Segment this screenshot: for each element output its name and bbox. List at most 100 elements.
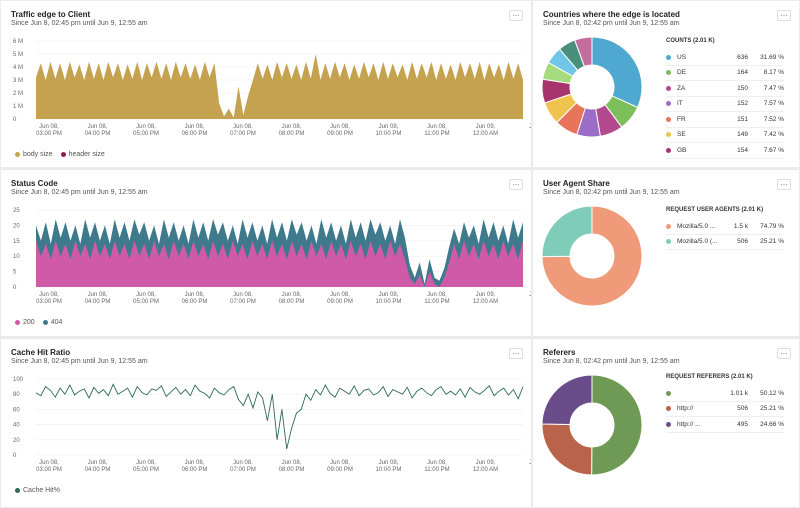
y-tick-label: 0 [13, 117, 17, 123]
more-menu-button[interactable]: ... [509, 10, 523, 21]
x-tick-label: 03:00 PM [36, 299, 62, 305]
row-count: 506 [737, 238, 748, 246]
color-swatch [666, 54, 671, 60]
y-tick-label: 3 M [13, 78, 23, 84]
series-area-200 [36, 240, 523, 287]
referers-table: 1.01 k 50.12 % http:// 506 25.21 % http:// ..… [666, 386, 784, 433]
row-percent: 7.67 % [763, 146, 784, 154]
row-label: DE [677, 69, 687, 77]
row-count: 495 [737, 420, 748, 428]
row-count: 506 [737, 405, 748, 413]
x-tick-label: 06:00 PM [182, 299, 208, 305]
x-tick-label: Jun 08, [282, 292, 302, 298]
legend-label: body size [23, 151, 53, 158]
row-label: Mozilla/5.0 ... [677, 222, 716, 230]
y-tick-label: 2 M [13, 91, 23, 97]
row-percent: 24.66 % [760, 420, 784, 428]
legend-item[interactable]: body size [15, 151, 53, 158]
table-row[interactable]: Mozilla/5.0 (... 506 25.21 % [666, 235, 784, 250]
table-row[interactable]: GB 154 7.67 % [666, 143, 784, 159]
color-swatch [666, 239, 671, 245]
donut-slice [574, 36, 593, 68]
panel-subtitle: Since Jun 8, 02:42 pm until Jun 9, 12:55… [543, 358, 680, 365]
x-tick-label: 04:00 PM [85, 467, 111, 473]
row-label: US [677, 53, 687, 61]
x-tick-label: Jun 08, [427, 124, 447, 130]
x-tick-label: Jun 08, [185, 460, 205, 466]
row-percent: 74.79 % [760, 222, 784, 230]
color-swatch [666, 421, 671, 427]
row-percent: 25.21 % [760, 405, 784, 413]
referers-panel: Referers Since Jun 8, 02:42 pm until Jun… [533, 339, 799, 507]
x-tick-label: Jun 08, [427, 292, 447, 298]
referers-donut-chart [541, 374, 643, 476]
table-row[interactable]: ZA 150 7.47 % [666, 81, 784, 97]
x-tick-label: Jun [529, 292, 531, 298]
color-swatch [666, 390, 671, 396]
legend-item[interactable]: 200 [15, 319, 35, 326]
user-agent-donut-chart [541, 205, 643, 307]
table-row[interactable]: IT 152 7.57 % [666, 97, 784, 112]
table-row[interactable]: http:// 506 25.21 % [666, 402, 784, 417]
legend-item[interactable]: 404 [42, 319, 62, 326]
row-percent: 7.57 % [763, 100, 784, 108]
row-count: 149 [737, 131, 748, 139]
more-menu-button[interactable]: ... [777, 179, 791, 190]
y-tick-label: 20 [13, 223, 20, 229]
color-swatch [666, 85, 671, 91]
table-row[interactable]: FR 151 7.52 % [666, 112, 784, 128]
x-tick-label: Jun 08, [233, 292, 253, 298]
table-row[interactable]: Mozilla/5.0 ... 1.5 k 74.79 % [666, 219, 784, 235]
legend-label: header size [68, 151, 105, 158]
panel-title: Traffic edge to Client [11, 10, 91, 19]
x-tick-label: Jun 08, [282, 124, 302, 130]
y-tick-label: 0 [13, 285, 17, 291]
status-code-panel: Status Code Since Jun 8, 02:45 pm until … [1, 170, 531, 336]
donut-slice [591, 36, 643, 109]
chart-legend: body size header size [15, 151, 105, 158]
x-tick-label: Jun [529, 124, 531, 130]
x-tick-label: 07:00 PM [230, 467, 256, 473]
row-label: http:// ... [677, 420, 701, 428]
x-tick-label: Jun 08, [88, 124, 108, 130]
x-tick-label: 03:00 PM [36, 467, 62, 473]
row-percent: 8.17 % [763, 69, 784, 77]
x-tick-label: Jun 09, [476, 460, 496, 466]
donut-slice [591, 374, 643, 476]
y-tick-label: 0 [13, 453, 17, 459]
x-tick-label: 10:00 PM [376, 467, 402, 473]
legend-item[interactable]: Cache Hit% [15, 487, 60, 494]
row-count: 151 [737, 115, 748, 123]
table-row[interactable]: DE 164 8.17 % [666, 66, 784, 81]
table-row[interactable]: 1.01 k 50.12 % [666, 386, 784, 402]
x-tick-label: Jun [529, 460, 531, 466]
row-count: 152 [737, 100, 748, 108]
more-menu-button[interactable]: ... [509, 348, 523, 359]
more-menu-button[interactable]: ... [509, 179, 523, 190]
row-percent: 31.69 % [760, 53, 784, 61]
more-menu-button[interactable]: ... [777, 348, 791, 359]
x-tick-label: Jun 08, [379, 460, 399, 466]
row-percent: 50.12 % [760, 389, 784, 397]
table-row[interactable]: SE 149 7.42 % [666, 128, 784, 143]
x-tick-label: Jun 08, [136, 460, 156, 466]
table-row[interactable]: http:// ... 495 24.66 % [666, 417, 784, 433]
x-tick-label: 03:00 PM [36, 131, 62, 137]
countries-panel: Countries where the edge is located Sinc… [533, 1, 799, 167]
y-tick-label: 10 [13, 254, 20, 260]
table-row[interactable]: US 636 31.69 % [666, 50, 784, 66]
x-tick-label: Jun 08, [136, 124, 156, 130]
legend-item[interactable]: header size [60, 151, 105, 158]
y-tick-label: 20 [13, 438, 20, 444]
more-menu-button[interactable]: ... [777, 10, 791, 21]
panel-subtitle: Since Jun 8, 02:45 pm until Jun 9, 12:55… [11, 20, 148, 27]
x-tick-label: 09:00 PM [327, 467, 353, 473]
series-line-cache-hit- [35, 383, 524, 450]
row-count: 1.01 k [730, 389, 748, 397]
color-swatch [666, 223, 671, 229]
color-swatch [666, 101, 671, 107]
panel-title: Cache Hit Ratio [11, 348, 71, 357]
x-tick-label: Jun 08, [136, 292, 156, 298]
panel-title: Countries where the edge is located [543, 10, 680, 19]
